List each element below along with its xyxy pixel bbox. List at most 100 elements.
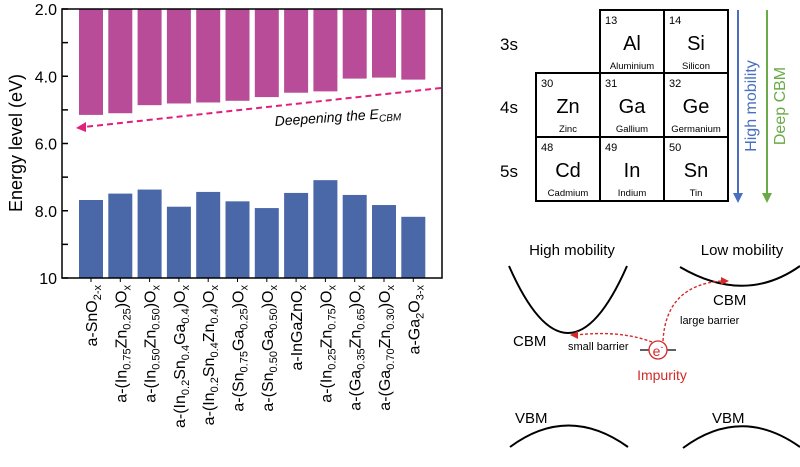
element-symbol: Cd	[555, 160, 581, 182]
bar-cbm	[401, 9, 426, 80]
x-tick-label: a-(In0.75Zn0.25)Ox	[113, 285, 133, 403]
shell-label: 3s	[500, 35, 518, 54]
cbm-curve-low-mobility	[679, 265, 800, 287]
band-diagram: High mobility Low mobility CBM CBM small…	[508, 242, 800, 449]
cbm-label-left: CBM	[513, 333, 546, 350]
atomic-number: 48	[541, 142, 553, 154]
vbm-curve-low-mobility	[682, 425, 800, 449]
bar-vbm	[372, 205, 396, 278]
element-name: Gallium	[616, 124, 648, 135]
large-barrier-arrow	[662, 280, 723, 342]
deepening-annotation: Deepening the ECBM	[274, 104, 402, 132]
y-tick-label: 6.0	[35, 137, 57, 154]
atomic-number: 32	[669, 78, 681, 90]
x-tick-label: a-SnO2-x	[84, 285, 104, 347]
element-cell-al: 13 Al Aluminium	[599, 9, 665, 75]
bar-chart: 2.0 4.0 6.0 8.0 10 Energy level (eV) Deepeni…	[6, 2, 443, 429]
element-symbol: Si	[687, 33, 705, 55]
bar-cbm	[196, 9, 221, 103]
element-symbol: In	[624, 160, 641, 182]
x-tick-label: a-(In0.25Zn0.75)Ox	[318, 285, 338, 403]
element-name: Silicon	[682, 61, 710, 72]
bar-vbm	[342, 194, 367, 278]
low-mobility-title: Low mobility	[701, 242, 784, 259]
x-tick-label: a-InGaZnOx	[289, 285, 309, 371]
bar-cbm	[313, 9, 338, 92]
element-symbol: Zn	[556, 96, 579, 118]
x-tick-label: a-Ga2O3-x	[406, 285, 426, 355]
x-tick-label: a-(In0.2Sn0.4Ga0.4)Ox	[172, 285, 192, 429]
y-tick-label: 10	[39, 271, 57, 288]
bar-vbm	[196, 191, 221, 278]
x-tick-label: a-(In0.50Zn0.50)Ox	[143, 285, 163, 403]
x-tick-label: a-(Sn0.75Ga0.25)Ox	[231, 285, 251, 412]
bar-cbm	[79, 9, 103, 115]
element-name: Germanium	[671, 124, 721, 135]
element-cell-in: 49 In Indium	[599, 136, 665, 202]
bar-vbm	[284, 192, 309, 278]
impurity-label: Impurity	[637, 367, 687, 383]
element-symbol: Al	[623, 33, 641, 55]
element-cell-si: 14 Si Silicon	[663, 9, 729, 75]
high-mobility-title: High mobility	[529, 242, 615, 259]
x-tick-label: a-(Ga0.70Zn0.30)Ox	[377, 285, 397, 411]
large-barrier-label: large barrier	[680, 315, 740, 327]
small-barrier-label: small barrier	[568, 341, 629, 353]
high-mobility-label: High mobility	[743, 60, 760, 152]
element-name: Aluminium	[610, 61, 654, 72]
bar-vbm	[401, 216, 426, 278]
atomic-number: 13	[605, 15, 617, 27]
y-tick-label: 2.0	[35, 2, 57, 19]
atomic-number: 14	[669, 15, 681, 27]
element-symbol: Ga	[619, 96, 647, 118]
deep-cbm-arrow: Deep CBM	[762, 10, 789, 203]
bar-cbm	[137, 9, 162, 106]
bar-cbm	[254, 9, 279, 98]
electron-label: e-	[653, 342, 664, 359]
element-name: Cadmium	[548, 188, 589, 199]
deep-cbm-label: Deep CBM	[772, 67, 789, 145]
bar-vbm	[137, 189, 162, 278]
shell-label: 4s	[500, 98, 518, 117]
bar-vbm	[313, 180, 338, 278]
element-name: Tin	[690, 188, 703, 199]
deepening-arrow-head	[76, 122, 86, 132]
atomic-number: 30	[541, 78, 553, 90]
bar-vbm	[225, 201, 250, 278]
x-tick-label: a-(Sn0.50Ga0.50)Ox	[260, 285, 280, 412]
y-tick-label: 4.0	[35, 69, 57, 86]
bar-cbm	[108, 9, 133, 114]
high-mobility-arrow: High mobility	[733, 10, 760, 203]
x-tick-label: a-(Ga0.35Zn0.65)Ox	[348, 285, 368, 411]
element-symbol: Ge	[683, 96, 710, 118]
element-name: Zinc	[559, 124, 577, 135]
bar-cbm	[284, 9, 309, 93]
cbm-curve-high-mobility	[508, 265, 628, 334]
x-tick-label: a-(In0.2Sn0.4Zn0.4)Ox	[201, 285, 221, 426]
bar-cbm	[372, 9, 396, 78]
vbm-label-right: VBM	[712, 410, 745, 427]
bar-cbm	[225, 9, 250, 101]
bar-vbm	[79, 199, 103, 278]
shell-label: 5s	[500, 162, 518, 181]
bar-vbm	[166, 206, 191, 278]
electron-icon	[648, 340, 668, 360]
y-tick-label: 8.0	[35, 204, 57, 221]
bar-cbm	[166, 9, 191, 104]
y-axis-label: Energy level (eV)	[6, 74, 26, 212]
atomic-number: 50	[669, 142, 681, 154]
vbm-label-left: VBM	[515, 410, 548, 427]
small-barrier-arrow	[575, 332, 653, 343]
bar-cbm	[342, 9, 367, 79]
bar-vbm	[254, 208, 279, 278]
vbm-curve-high-mobility	[509, 424, 629, 448]
element-name: Indium	[618, 188, 647, 199]
bar-vbm	[108, 193, 133, 278]
